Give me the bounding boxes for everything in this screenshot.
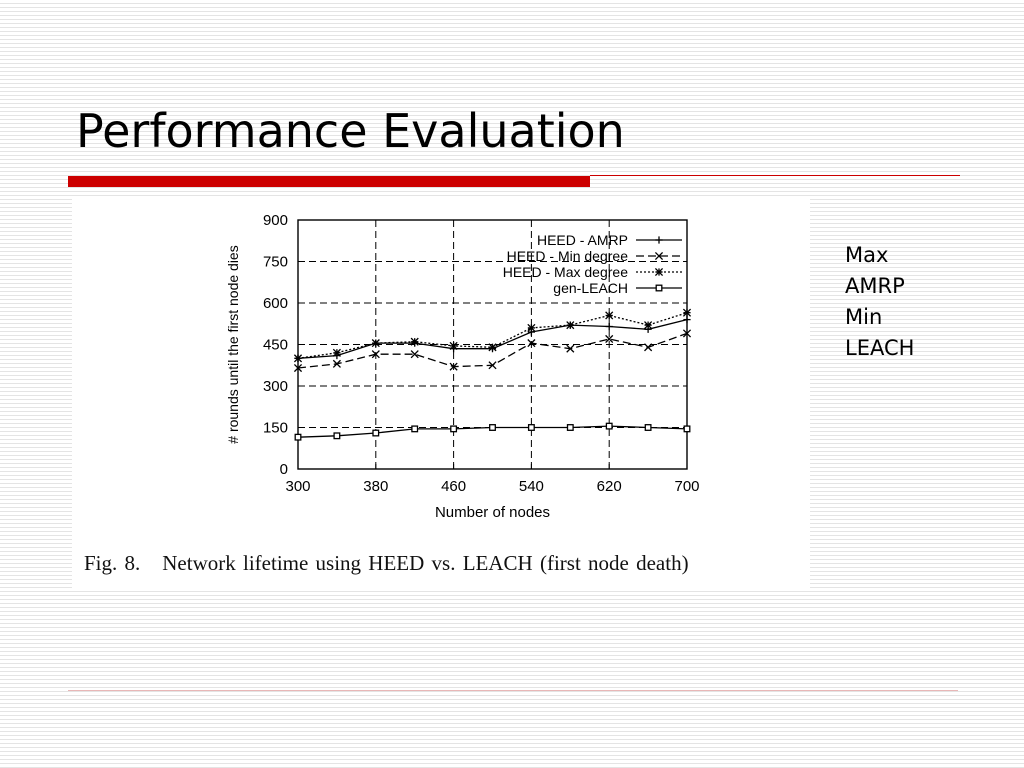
data-point-series-2 bbox=[449, 341, 458, 350]
legend-label: HEED - Max degree bbox=[503, 264, 628, 280]
y-tick-label: 450 bbox=[263, 337, 288, 354]
y-axis-label: # rounds until the first node dies bbox=[225, 245, 241, 443]
figure-panel: 300 380 460 540 620 700 0 150 300 450 600 750 900 Num… bbox=[72, 196, 810, 591]
note-min: Min bbox=[845, 305, 883, 329]
y-tick-label: 300 bbox=[263, 378, 288, 395]
data-point-series-3 bbox=[411, 425, 419, 433]
data-point-series-2 bbox=[644, 321, 653, 330]
title-accent-line bbox=[590, 175, 960, 176]
figure-caption-number: Fig. 8. bbox=[84, 551, 141, 575]
y-tick-label: 900 bbox=[263, 212, 288, 229]
y-tick-label: 600 bbox=[263, 295, 288, 312]
slide-title: Performance Evaluation bbox=[76, 104, 625, 158]
data-point-series-0 bbox=[605, 322, 613, 331]
data-point-series-2 bbox=[605, 311, 614, 320]
data-point-series-3 bbox=[450, 425, 458, 433]
data-point-series-2 bbox=[682, 308, 692, 317]
series-line-0 bbox=[297, 318, 688, 359]
legend-marker bbox=[655, 284, 663, 292]
note-amrp: AMRP bbox=[845, 274, 905, 298]
data-point-series-2 bbox=[371, 339, 380, 348]
data-point-series-2 bbox=[566, 321, 575, 330]
x-tick-label: 460 bbox=[441, 478, 466, 495]
chart-axes: 300 380 460 540 620 700 0 150 300 450 600 750 900 Num… bbox=[225, 212, 700, 521]
note-max: Max bbox=[845, 243, 889, 267]
data-point-series-1 bbox=[682, 329, 692, 338]
legend-marker bbox=[654, 267, 664, 277]
data-point-series-1 bbox=[332, 359, 341, 368]
data-point-series-3 bbox=[489, 424, 496, 431]
y-tick-label: 750 bbox=[263, 254, 288, 271]
data-point-series-1 bbox=[566, 344, 575, 353]
legend-marker bbox=[654, 251, 664, 261]
data-point-series-1 bbox=[488, 361, 497, 370]
data-point-series-2 bbox=[332, 348, 341, 357]
data-point-series-1 bbox=[449, 362, 458, 371]
legend-label: gen-LEACH bbox=[553, 280, 628, 296]
data-point-series-3 bbox=[566, 424, 574, 431]
data-point-series-1 bbox=[371, 350, 380, 359]
legend-marker bbox=[655, 236, 663, 244]
y-tick-label: 150 bbox=[263, 420, 288, 437]
data-point-series-3 bbox=[644, 424, 652, 431]
note-leach: LEACH bbox=[845, 336, 915, 360]
data-point-series-2 bbox=[410, 337, 419, 346]
data-point-series-1 bbox=[410, 350, 419, 359]
title-accent-bar bbox=[68, 176, 590, 187]
data-point-series-1 bbox=[527, 339, 536, 348]
data-point-series-3 bbox=[605, 422, 613, 430]
x-tick-label: 540 bbox=[519, 478, 544, 495]
data-point-series-0 bbox=[683, 316, 691, 324]
legend-label: HEED - Min degree bbox=[507, 248, 629, 264]
x-tick-label: 380 bbox=[363, 478, 388, 495]
data-point-series-3 bbox=[294, 433, 302, 441]
x-tick-label: 620 bbox=[597, 478, 622, 495]
y-tick-label: 0 bbox=[280, 461, 288, 478]
data-point-series-3 bbox=[683, 425, 691, 433]
figure-caption: Fig. 8. Network lifetime using HEED vs. L… bbox=[84, 551, 689, 576]
chart-series bbox=[293, 308, 692, 441]
legend-label: HEED - AMRP bbox=[537, 232, 628, 248]
side-notes: Max AMRP Min LEACH bbox=[845, 240, 914, 364]
data-point-series-1 bbox=[605, 334, 614, 344]
figure-caption-text: Network lifetime using HEED vs. LEACH (f… bbox=[162, 551, 689, 575]
x-axis-label: Number of nodes bbox=[435, 504, 550, 521]
data-point-series-2 bbox=[527, 323, 536, 332]
data-point-series-3 bbox=[527, 424, 535, 431]
line-chart: 300 380 460 540 620 700 0 150 300 450 600 750 900 Num… bbox=[225, 212, 700, 521]
footer-divider bbox=[68, 690, 958, 691]
data-point-series-3 bbox=[372, 429, 380, 437]
data-point-series-1 bbox=[293, 363, 303, 373]
data-point-series-2 bbox=[488, 343, 497, 352]
data-point-series-2 bbox=[293, 354, 303, 363]
x-tick-label: 300 bbox=[285, 478, 310, 495]
x-tick-label: 700 bbox=[674, 478, 699, 495]
data-point-series-1 bbox=[644, 343, 653, 352]
data-point-series-3 bbox=[333, 432, 341, 440]
